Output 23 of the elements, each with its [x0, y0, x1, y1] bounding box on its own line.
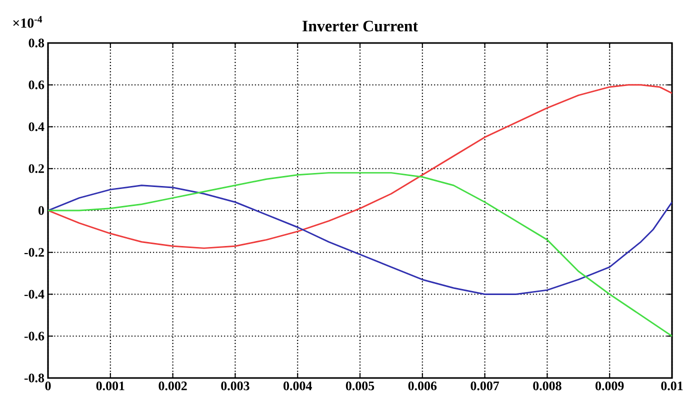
y-tick-label: 0.8: [28, 38, 44, 48]
x-tick-label: 0.006: [408, 382, 437, 390]
text: ×10$^{-4}$: [13, 16, 42, 28]
y-tick-label: 0.2: [28, 164, 44, 174]
x-tick-label: 0.008: [533, 382, 562, 390]
x-tick-label: 0.01: [661, 382, 683, 390]
x-tick-label: 0.001: [96, 382, 124, 390]
x-tick-label: 0.005: [346, 382, 374, 390]
y-tick-label: -0.2: [24, 248, 44, 257]
y-tick-label: -0.6: [24, 332, 44, 341]
x-tick-label: 0.007: [470, 382, 500, 390]
y-tick-label: 0.4: [28, 122, 44, 132]
x-tick-label: 0.004: [284, 382, 312, 390]
line-series: [48, 184, 672, 295]
y-tick-label: -0.4: [24, 290, 44, 299]
x-tick-label: 0: [45, 382, 51, 390]
y-tick-label: -0.8: [24, 374, 44, 382]
x-tick-label: 0.003: [221, 382, 250, 390]
y-tick-label: 0: [38, 206, 44, 215]
y-tick-label: 0.6: [28, 80, 44, 90]
chart-title: Inverter Current: [302, 20, 418, 32]
x-tick-label: 0.009: [596, 382, 624, 390]
x-tick-label: 0.002: [158, 382, 187, 390]
